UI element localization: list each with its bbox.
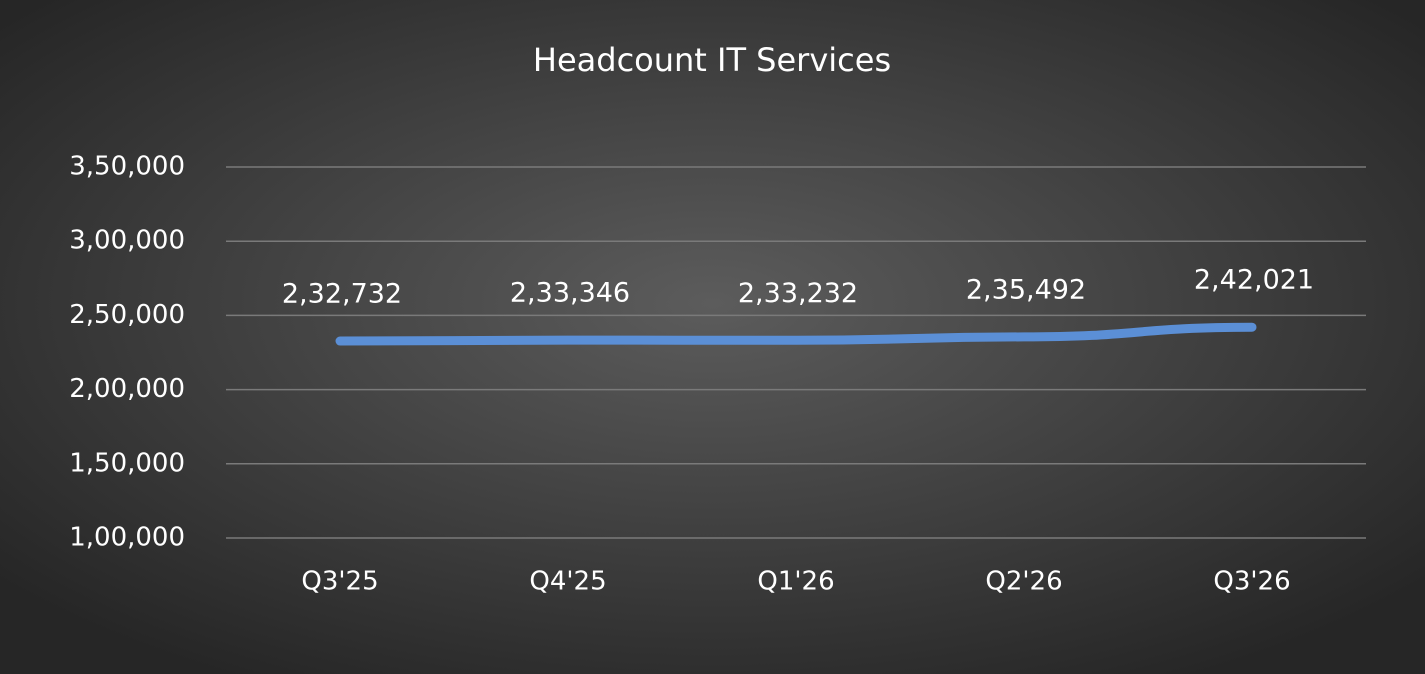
y-tick-label: 3,00,000 [69,226,185,256]
y-tick-label: 2,50,000 [69,300,185,330]
value-label: 2,32,732 [282,279,402,310]
y-tick-label: 2,00,000 [69,374,185,404]
y-tick-label: 1,00,000 [69,523,185,553]
line [335,322,1257,346]
value-label: 2,33,232 [738,278,858,309]
value-label: 2,42,021 [1194,265,1314,296]
x-tick-label: Q3'26 [1213,567,1290,597]
x-tick-label: Q2'26 [985,567,1062,597]
x-tick-label: Q1'26 [757,567,834,597]
chart-title: Headcount IT Services [533,41,891,79]
x-tick-label: Q3'25 [301,567,378,597]
value-label: 2,35,492 [966,274,1086,305]
y-tick-label: 3,50,000 [69,152,185,182]
value-label: 2,33,346 [510,278,630,309]
y-tick-label: 1,50,000 [69,448,185,478]
x-tick-label: Q4'25 [529,567,606,597]
